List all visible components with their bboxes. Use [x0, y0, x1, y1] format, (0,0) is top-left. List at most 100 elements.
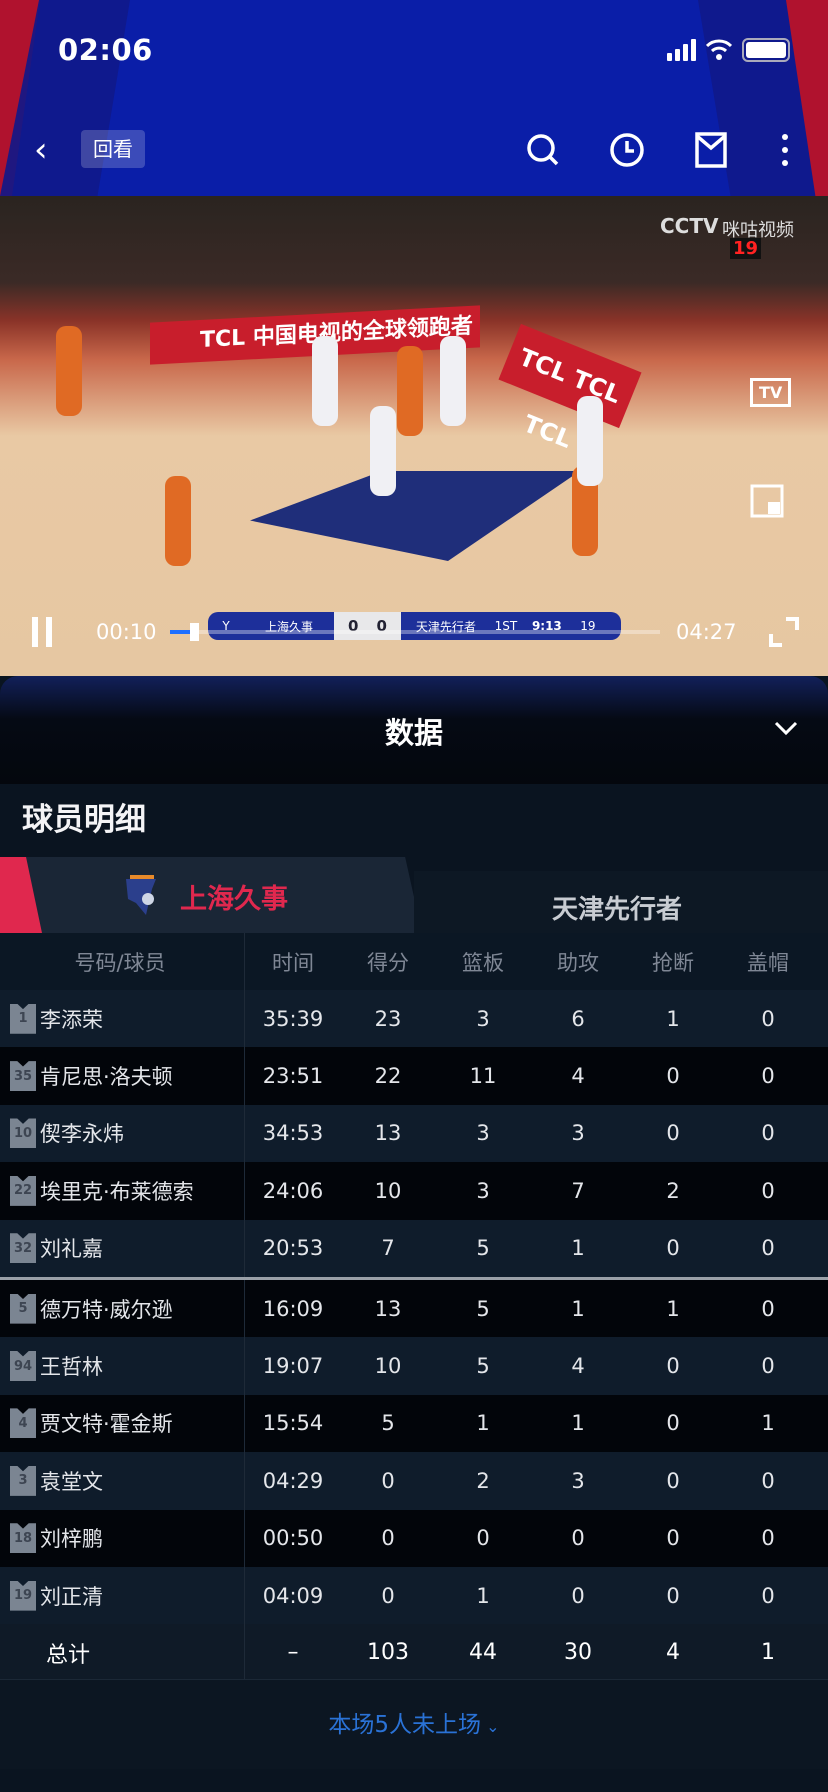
chevron-left-icon[interactable]: ‹	[34, 130, 48, 170]
pause-icon[interactable]	[30, 617, 56, 647]
scorebug-away: 天津先行者	[415, 619, 476, 634]
player-name: 埃里克·布莱德索	[40, 1179, 194, 1204]
table-row[interactable]: 22 埃里克·布莱德索 24:06 10 3 7 2 0	[0, 1162, 828, 1220]
search-icon[interactable]	[524, 131, 562, 169]
starters-divider	[0, 1276, 828, 1280]
table-row[interactable]: 10 偰李永炜 34:53 13 3 3 0 0	[0, 1104, 828, 1163]
pip-icon[interactable]	[750, 484, 784, 518]
stat-ast: 1	[571, 1296, 585, 1321]
total-row: 总计 – 103 44 30 4 1	[0, 1624, 828, 1682]
table-row[interactable]: 35 肯尼思·洛夫顿 23:51 22 11 4 0 0	[0, 1047, 828, 1105]
panel-header: 数据	[0, 676, 828, 784]
table-row[interactable]: 94 王哲林 19:07 10 5 4 0 0	[0, 1337, 828, 1395]
mail-icon[interactable]	[692, 131, 730, 169]
player-stats-table: 号码/球员 时间 得分 篮板 助攻 抢断 盖帽 1 李添荣 35:39 23 3 6 1 0 3…	[0, 933, 828, 1682]
stat-pts: 22	[374, 1064, 402, 1089]
tab-shanghai[interactable]	[0, 857, 422, 933]
stat-blk: 0	[761, 1583, 775, 1608]
stat-ast: 30	[564, 1640, 592, 1666]
stat-ast: 1	[571, 1411, 585, 1436]
player-figure	[56, 326, 82, 416]
stat-reb: 3	[476, 1006, 490, 1031]
stat-reb: 5	[476, 1296, 490, 1321]
player-figure	[165, 476, 191, 566]
footer-link[interactable]: 本场5人未上场	[328, 1712, 482, 1738]
stat-stl: 0	[666, 1354, 680, 1379]
stat-ast: 0	[571, 1583, 585, 1608]
ad-board: TCL TCL TCL	[498, 323, 642, 454]
player-name: 刘正清	[40, 1584, 103, 1609]
stat-blk: 0	[761, 1006, 775, 1031]
stat-blk: 0	[761, 1236, 775, 1261]
column-divider	[244, 1452, 245, 1510]
jersey-icon: 5	[10, 1293, 36, 1324]
table-row[interactable]: 4 贾文特·霍金斯 15:54 5 1 1 0 1	[0, 1394, 828, 1453]
player-cell: 22 埃里克·布莱德索	[10, 1175, 194, 1206]
scorebug-shot-clock: 19	[580, 619, 596, 633]
scorebug-clock: 9:13	[531, 619, 562, 633]
table-row[interactable]: 3 袁堂文 04:29 0 2 3 0 0	[0, 1452, 828, 1510]
stat-blk: 0	[761, 1121, 775, 1146]
stat-stl: 1	[666, 1006, 680, 1031]
status-icons	[667, 38, 790, 62]
player-cell: 4 贾文特·霍金斯	[10, 1408, 173, 1439]
chevron-down-icon[interactable]	[774, 716, 798, 740]
stat-stl: 0	[666, 1064, 680, 1089]
player-figure	[370, 406, 396, 496]
stat-pts: 7	[381, 1236, 395, 1261]
progress-handle[interactable]	[189, 623, 199, 641]
progress-fill	[170, 630, 190, 634]
nav-bar: ‹ 回看	[0, 128, 828, 174]
stat-ast: 1	[571, 1236, 585, 1261]
stat-stl: 2	[666, 1178, 680, 1203]
scorebug-period: 1ST	[494, 619, 518, 633]
fullscreen-icon[interactable]	[768, 616, 800, 648]
stat-reb: 2	[476, 1468, 490, 1493]
clock-icon[interactable]	[608, 131, 646, 169]
player-figure	[440, 336, 466, 426]
chevron-down-icon: ⌄	[486, 1717, 500, 1736]
tab-tianjin[interactable]	[414, 871, 828, 933]
stat-time: 24:06	[262, 1178, 324, 1203]
col-rebounds: 篮板	[462, 950, 504, 975]
stat-reb: 3	[476, 1178, 490, 1203]
table-row[interactable]: 18 刘梓鹏 00:50 0 0 0 0 0	[0, 1509, 828, 1567]
stat-blk: 1	[761, 1640, 775, 1666]
tv-cast-button[interactable]: TV	[750, 378, 792, 407]
jersey-icon: 4	[10, 1408, 36, 1439]
player-cell: 94 王哲林	[10, 1351, 103, 1382]
table-row[interactable]: 32 刘礼嘉 20:53 7 5 1 0 0	[0, 1219, 828, 1277]
progress-bar[interactable]	[170, 623, 660, 641]
unused-players-toggle[interactable]: 本场5人未上场 ⌄	[0, 1679, 828, 1769]
section-title: 球员明细	[22, 802, 146, 838]
col-assists: 助攻	[557, 950, 599, 975]
table-row[interactable]: 1 李添荣 35:39 23 3 6 1 0	[0, 990, 828, 1048]
table-row[interactable]: 5 德万特·威尔逊 16:09 13 5 1 1 0	[0, 1279, 828, 1338]
scorebug-home: 上海久事	[264, 619, 313, 634]
stat-ast: 6	[571, 1006, 585, 1031]
stat-reb: 0	[476, 1526, 490, 1551]
stat-pts: 10	[374, 1178, 402, 1203]
table-row[interactable]: 19 刘正清 04:09 0 1 0 0 0	[0, 1566, 828, 1625]
stat-ast: 0	[571, 1526, 585, 1551]
stat-blk: 0	[761, 1064, 775, 1089]
stat-ast: 7	[571, 1178, 585, 1203]
more-vertical-icon[interactable]	[766, 131, 804, 169]
status-time: 02:06	[58, 33, 153, 67]
stat-blk: 0	[761, 1468, 775, 1493]
column-divider	[244, 1509, 245, 1567]
replay-button[interactable]: 回看	[81, 130, 145, 168]
column-divider	[244, 1047, 245, 1105]
stat-time: 23:51	[262, 1064, 324, 1089]
column-divider	[244, 1279, 245, 1338]
stat-pts: 23	[374, 1006, 402, 1031]
court-paint	[250, 471, 580, 561]
stat-time: 15:54	[262, 1411, 324, 1436]
col-points: 得分	[367, 950, 409, 975]
away-score: 0	[376, 617, 387, 635]
player-name: 德万特·威尔逊	[40, 1297, 173, 1322]
video-player[interactable]: TCL 中国电视的全球领跑者 TCL TCL TCL CCTV 咪咕视频 19 …	[0, 196, 828, 676]
player-name: 袁堂文	[40, 1469, 103, 1494]
stat-time: 20:53	[262, 1236, 324, 1261]
jersey-icon: 32	[10, 1233, 36, 1264]
